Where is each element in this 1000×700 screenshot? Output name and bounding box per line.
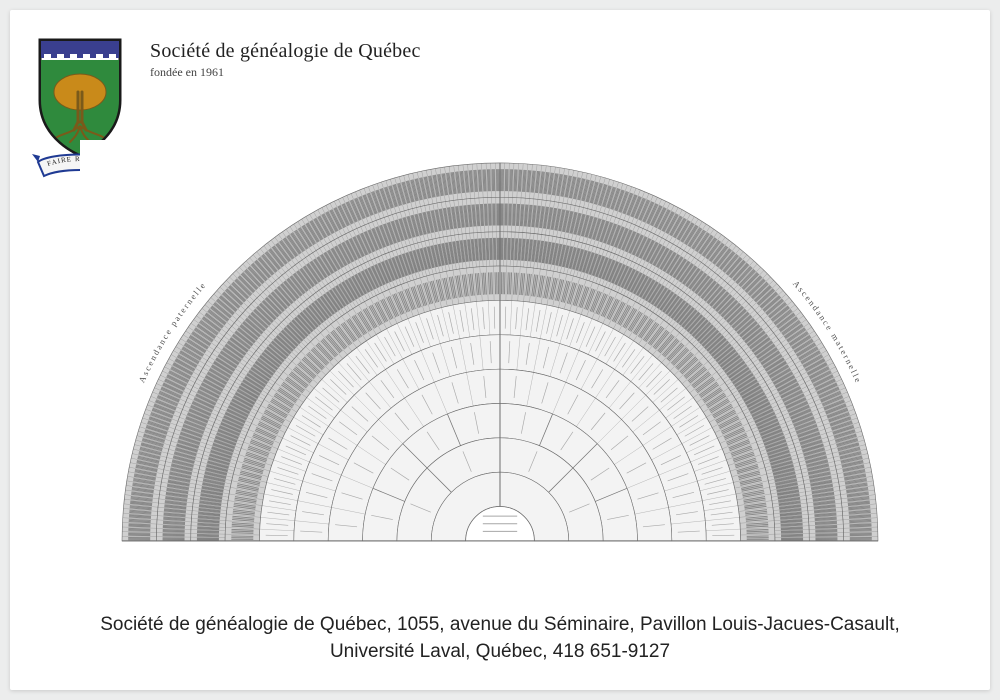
page-subtitle: fondée en 1961 <box>150 65 421 80</box>
title-block: Société de généalogie de Québec fondée e… <box>150 40 421 80</box>
page: FAIRE REVIVRE Société de généalogie de Q… <box>10 10 990 690</box>
footer: Société de généalogie de Québec, 1055, a… <box>10 611 990 666</box>
footer-line2: Université Laval, Québec, 418 651-9127 <box>70 638 930 666</box>
page-title: Société de généalogie de Québec <box>150 40 421 63</box>
fan-chart: Ascendance paternelleAscendance maternel… <box>60 140 940 560</box>
footer-line1: Société de généalogie de Québec, 1055, a… <box>70 611 930 639</box>
fan-chart-svg: Ascendance paternelleAscendance maternel… <box>60 140 940 560</box>
